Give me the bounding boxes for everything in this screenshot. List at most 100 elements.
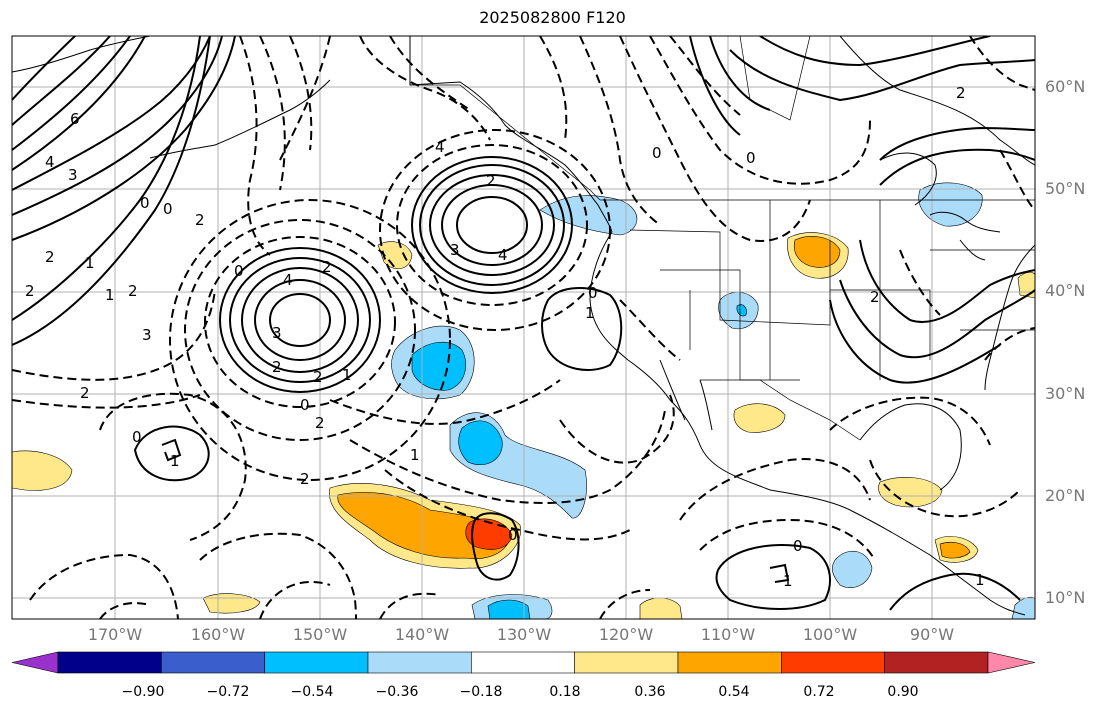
coastlines (12, 36, 1035, 616)
colorbar-segment (161, 651, 265, 674)
lat-label: 60°N (1045, 77, 1086, 96)
lon-label: 150°W (292, 625, 348, 644)
contour-label: 1 (170, 452, 180, 470)
colorbar-segment (57, 651, 162, 674)
contour-label: 1 (783, 572, 793, 590)
lon-label: 110°W (700, 625, 756, 644)
gulf-of-mexico (859, 403, 962, 491)
contour-label: 3 (450, 241, 460, 259)
negative-anomaly-region (831, 550, 873, 588)
positive-anomaly-region (1017, 272, 1035, 299)
contour-label: 0 (300, 396, 310, 414)
positive-anomaly-region (377, 241, 413, 269)
contour-label: 3 (272, 324, 282, 342)
contour-label: 3 (68, 166, 78, 184)
hudson-bay (879, 152, 937, 206)
contour-label: 4 (435, 138, 445, 156)
colorbar-tick-label: −0.36 (375, 684, 419, 700)
negative-anomaly-region (539, 195, 638, 236)
positive-anomaly-peak (465, 518, 513, 550)
contour-label: 2 (25, 282, 35, 300)
colorbar-extend-high (987, 651, 1036, 674)
contour-label: 2 (956, 84, 966, 102)
contour-label: 2 (322, 258, 332, 276)
central-america (849, 509, 1026, 616)
lon-label: 100°W (802, 625, 858, 644)
colorbar-tick-label: −0.54 (290, 684, 334, 700)
east-coast (984, 244, 1035, 391)
high-center-gulf (456, 196, 528, 254)
lon-label: 120°W (598, 625, 654, 644)
aleutian-chain (149, 79, 331, 159)
colorbar-segment (367, 651, 472, 674)
lat-label: 30°N (1045, 384, 1086, 403)
high-center-west (269, 293, 331, 347)
negative-anomaly-core (487, 599, 531, 619)
lon-label: 160°W (190, 625, 246, 644)
contour-label: 1 (342, 366, 352, 384)
colorbar-tick-label: 0.54 (718, 684, 750, 700)
contour-label: 2 (45, 248, 55, 266)
colorbar-segment (264, 651, 369, 674)
contour-label: 0 (163, 200, 173, 218)
colorbar-tick-label: 0.72 (803, 684, 835, 700)
negative-anomaly-region (1011, 596, 1035, 619)
great-lakes (929, 211, 1001, 261)
colorbar-segment (574, 651, 679, 674)
positive-anomaly-region (878, 477, 943, 508)
positive-anomaly-core (337, 492, 511, 560)
lon-label: 90°W (909, 625, 955, 644)
negative-anomaly-core (736, 304, 747, 317)
contour-label: 1 (85, 254, 95, 272)
contour-label: 0 (140, 194, 150, 212)
contour-label: 2 (128, 282, 138, 300)
negative-anomaly-region (918, 182, 983, 227)
contour-label: 2 (300, 470, 310, 488)
colorbar-segment (471, 651, 575, 674)
colorbar-segment (677, 651, 782, 674)
canada-east (839, 36, 1035, 166)
contour-label: 0 (508, 526, 518, 544)
lon-label: 170°W (87, 625, 143, 644)
contour-label: 1 (410, 446, 420, 464)
colorbar-segment (884, 651, 989, 674)
colorbar (11, 651, 1036, 674)
contour-label: 2 (315, 414, 325, 432)
contour-label: 4 (498, 246, 508, 264)
lon-label: 140°W (394, 625, 450, 644)
west-coast (589, 231, 851, 511)
colorbar-tick-label: 0.90 (887, 684, 919, 700)
contour-label: 0 (652, 144, 662, 162)
shading-layer (12, 182, 1035, 619)
contour-label: 2 (486, 172, 496, 190)
positive-anomaly-region (202, 593, 261, 614)
contour-label: 0 (132, 428, 142, 446)
negative-anomaly-core (411, 342, 466, 391)
lat-label: 10°N (1045, 588, 1086, 607)
alaska-coastline (409, 36, 613, 233)
political-borders (410, 36, 1035, 441)
high-center-pacific-sw (161, 438, 182, 462)
positive-anomaly-core (793, 236, 841, 268)
colorbar-tick-label: −0.72 (206, 684, 250, 700)
positive-anomaly-core (939, 541, 971, 559)
contour-label: 0 (793, 537, 803, 555)
contour-label: 0 (234, 262, 244, 280)
contour-label: 1 (105, 286, 115, 304)
colorbar-tick-label: −0.90 (121, 684, 165, 700)
positive-contours (12, 36, 1035, 611)
negative-contours (12, 36, 1035, 619)
negative-anomaly-core (458, 420, 503, 466)
siberia-coast (12, 36, 151, 73)
contour-label: 3 (142, 326, 152, 344)
contour-label: 0 (588, 284, 598, 302)
colorbar-tick-label: 0.36 (634, 684, 666, 700)
positive-anomaly-region (639, 597, 683, 619)
contour-label: 1 (975, 571, 985, 589)
contour-label: 2 (272, 358, 282, 376)
lon-label: 130°W (496, 625, 552, 644)
contour-label: 4 (283, 271, 293, 289)
positive-anomaly-region (12, 450, 73, 491)
high-center-east-pacific (769, 563, 790, 583)
